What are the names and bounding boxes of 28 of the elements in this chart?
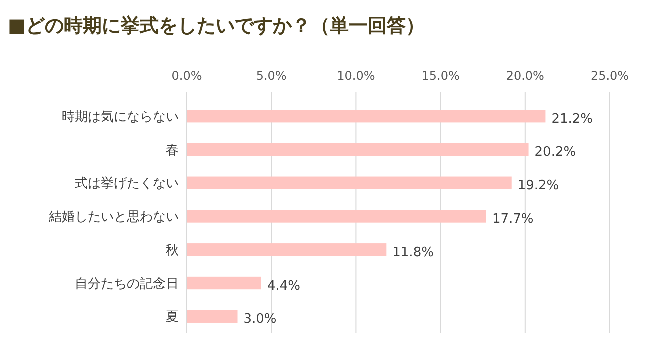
x-tick-label: 15.0% [422,69,460,83]
bar [187,110,546,123]
chart-title: ■どの時期に挙式をしたいですか？（単一回答） [8,15,425,37]
data-label: 4.4% [267,278,300,294]
bar [187,276,262,290]
x-tick-label: 0.0% [172,69,202,83]
y-tick-label: 夏 [166,310,179,326]
x-tick-label: 5.0% [256,69,287,83]
data-label: 17.7% [492,212,534,227]
x-tick-label: 10.0% [337,69,376,83]
data-label: 19.2% [518,178,560,194]
bar [187,176,512,190]
y-tick-label: 時期は気にならない [62,110,179,125]
y-tick-label: 春 [166,143,179,158]
x-tick-label: 25.0% [590,69,630,83]
bar [187,210,486,223]
data-label: 11.8% [392,245,434,260]
bar [187,310,238,323]
y-tick-label: 結婚したいと思わない [48,210,179,226]
x-tick-label: 20.0% [506,69,544,83]
data-label: 3.0% [244,312,277,328]
y-tick-label: 自分たちの記念日 [75,276,179,292]
data-label: 21.2% [552,112,594,127]
y-tick-label: 式は挙げたくない [75,176,179,192]
bar [187,143,529,156]
bar [187,244,387,256]
y-tick-label: 秋 [166,243,179,258]
data-label: 20.2% [534,145,576,160]
